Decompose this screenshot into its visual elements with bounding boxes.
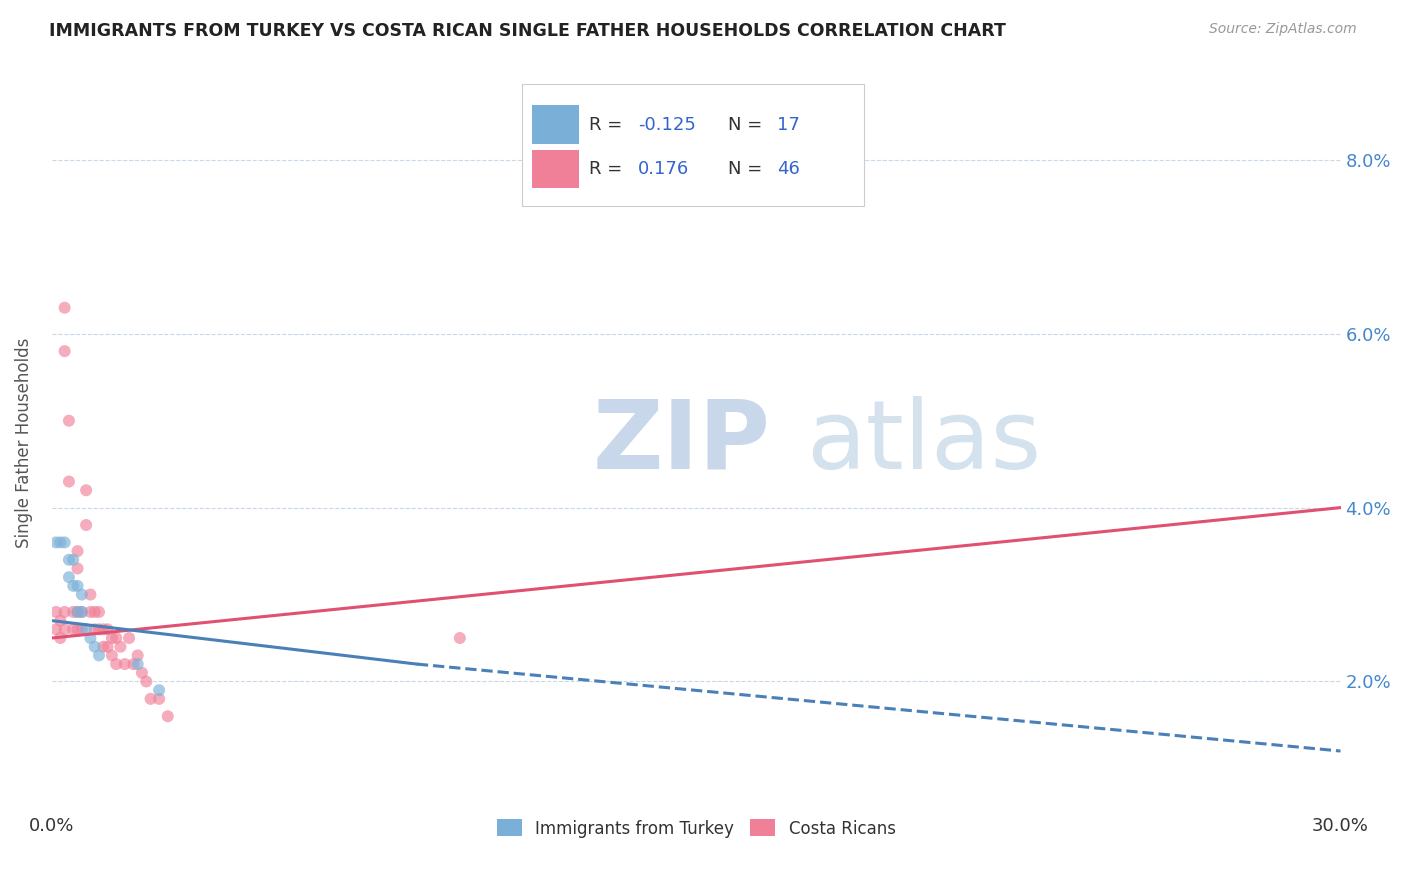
Point: [62, 553, 84, 567]
Point: [75, 623, 97, 637]
Point: [110, 640, 132, 654]
Point: [97, 640, 120, 654]
Point: [118, 631, 141, 645]
Point: [75, 518, 97, 533]
Point: [79, 588, 101, 602]
Point: [101, 631, 124, 645]
Text: 17: 17: [778, 116, 800, 134]
FancyBboxPatch shape: [533, 105, 579, 144]
Point: [114, 657, 136, 672]
Point: [66, 605, 89, 619]
Point: [148, 691, 170, 706]
Text: ZIP: ZIP: [593, 396, 770, 489]
Point: [58, 553, 80, 567]
Point: [449, 631, 471, 645]
Text: R =: R =: [589, 160, 628, 178]
Point: [87, 605, 110, 619]
Point: [83, 605, 105, 619]
Point: [49, 614, 72, 628]
Text: IMMIGRANTS FROM TURKEY VS COSTA RICAN SINGLE FATHER HOUSEHOLDS CORRELATION CHART: IMMIGRANTS FROM TURKEY VS COSTA RICAN SI…: [49, 22, 1007, 40]
Text: atlas: atlas: [806, 396, 1040, 489]
Text: R =: R =: [589, 116, 628, 134]
Point: [87, 648, 110, 663]
Point: [127, 648, 149, 663]
Point: [105, 657, 128, 672]
Point: [70, 623, 93, 637]
Point: [45, 623, 67, 637]
Point: [53, 623, 76, 637]
Point: [58, 475, 80, 489]
Point: [97, 623, 120, 637]
Point: [122, 657, 145, 672]
Point: [70, 588, 93, 602]
Point: [53, 301, 76, 315]
Point: [70, 605, 93, 619]
Point: [83, 640, 105, 654]
Point: [58, 570, 80, 584]
Point: [66, 544, 89, 558]
Point: [87, 623, 110, 637]
Text: 46: 46: [778, 160, 800, 178]
Y-axis label: Single Father Households: Single Father Households: [15, 337, 32, 548]
Text: 0.176: 0.176: [638, 160, 689, 178]
Point: [45, 605, 67, 619]
Point: [53, 535, 76, 549]
Text: N =: N =: [728, 116, 768, 134]
Text: -0.125: -0.125: [638, 116, 696, 134]
Point: [139, 691, 162, 706]
Point: [79, 631, 101, 645]
Point: [91, 623, 114, 637]
Point: [53, 605, 76, 619]
Point: [62, 579, 84, 593]
Point: [101, 648, 124, 663]
Text: Source: ZipAtlas.com: Source: ZipAtlas.com: [1209, 22, 1357, 37]
Point: [53, 344, 76, 359]
Point: [66, 605, 89, 619]
Point: [127, 657, 149, 672]
Point: [62, 623, 84, 637]
Text: N =: N =: [728, 160, 768, 178]
Point: [135, 674, 157, 689]
Point: [66, 579, 89, 593]
Point: [75, 483, 97, 498]
Point: [62, 605, 84, 619]
Point: [131, 665, 153, 680]
Point: [91, 640, 114, 654]
FancyBboxPatch shape: [533, 150, 579, 188]
Point: [70, 605, 93, 619]
FancyBboxPatch shape: [522, 84, 863, 206]
Point: [58, 414, 80, 428]
Legend: Immigrants from Turkey, Costa Ricans: Immigrants from Turkey, Costa Ricans: [489, 813, 903, 844]
Point: [49, 535, 72, 549]
Point: [148, 683, 170, 698]
Point: [105, 631, 128, 645]
Point: [45, 535, 67, 549]
Point: [156, 709, 179, 723]
Point: [79, 605, 101, 619]
Point: [83, 623, 105, 637]
Point: [66, 623, 89, 637]
Point: [66, 561, 89, 575]
Point: [49, 631, 72, 645]
